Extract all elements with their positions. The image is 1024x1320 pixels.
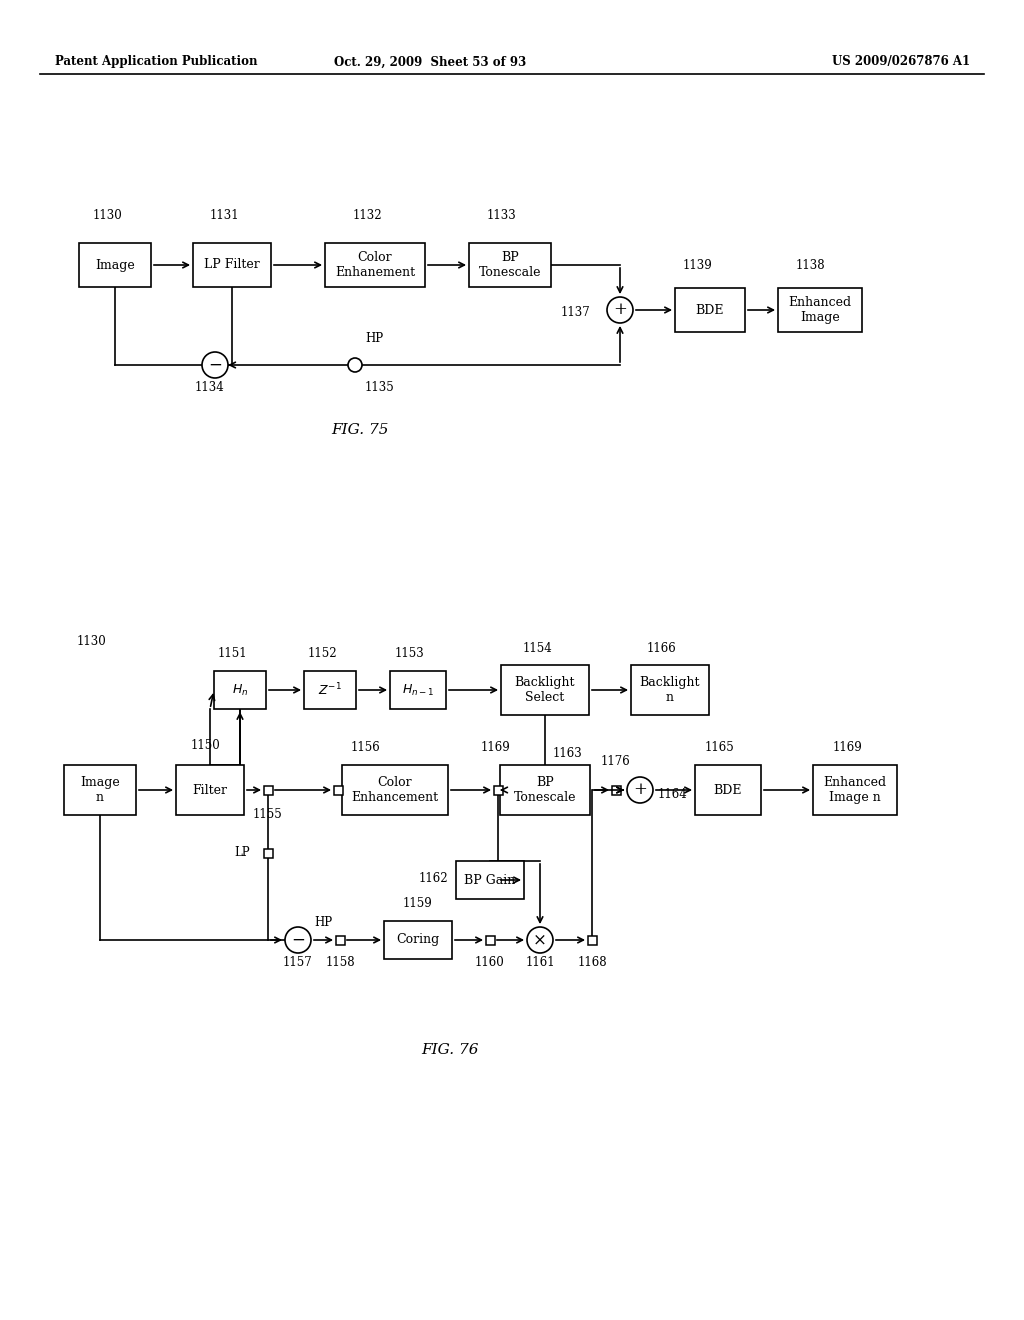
Text: Oct. 29, 2009  Sheet 53 of 93: Oct. 29, 2009 Sheet 53 of 93 bbox=[334, 55, 526, 69]
Text: 1166: 1166 bbox=[647, 642, 677, 655]
Text: HP: HP bbox=[365, 333, 383, 345]
Text: FIG. 75: FIG. 75 bbox=[331, 422, 389, 437]
Bar bbox=[813, 766, 897, 814]
Bar bbox=[214, 671, 266, 709]
Text: BP
Tonescale: BP Tonescale bbox=[514, 776, 577, 804]
Text: $H_{n-1}$: $H_{n-1}$ bbox=[401, 682, 434, 697]
Text: 1164: 1164 bbox=[658, 788, 688, 801]
Text: 1163: 1163 bbox=[553, 747, 583, 760]
Bar bbox=[611, 785, 621, 795]
Bar bbox=[485, 936, 495, 945]
Text: 1134: 1134 bbox=[196, 381, 225, 393]
Text: −: − bbox=[291, 932, 305, 949]
Text: 1169: 1169 bbox=[481, 741, 511, 754]
Bar bbox=[342, 766, 449, 814]
Text: Coring: Coring bbox=[396, 933, 439, 946]
Text: 1159: 1159 bbox=[403, 898, 433, 909]
Text: 1160: 1160 bbox=[475, 956, 505, 969]
Text: 1137: 1137 bbox=[560, 305, 590, 318]
Text: LP Filter: LP Filter bbox=[204, 259, 260, 272]
Bar bbox=[500, 766, 590, 814]
Circle shape bbox=[607, 297, 633, 323]
Bar bbox=[63, 766, 136, 814]
Text: Patent Application Publication: Patent Application Publication bbox=[55, 55, 257, 69]
Bar bbox=[325, 243, 425, 286]
Bar bbox=[390, 671, 446, 709]
Text: 1151: 1151 bbox=[217, 647, 247, 660]
Bar bbox=[193, 243, 271, 286]
Text: 1154: 1154 bbox=[522, 642, 552, 655]
Bar bbox=[79, 243, 151, 286]
Bar bbox=[456, 861, 524, 899]
Text: 1133: 1133 bbox=[487, 209, 517, 222]
Bar bbox=[263, 785, 272, 795]
Text: US 2009/0267876 A1: US 2009/0267876 A1 bbox=[831, 55, 970, 69]
Bar bbox=[304, 671, 356, 709]
Text: 1132: 1132 bbox=[352, 209, 382, 222]
Text: 1161: 1161 bbox=[525, 956, 555, 969]
Text: 1131: 1131 bbox=[209, 209, 239, 222]
Text: +: + bbox=[633, 781, 647, 799]
Text: 1168: 1168 bbox=[578, 956, 607, 969]
Text: 1152: 1152 bbox=[307, 647, 337, 660]
Text: Color
Enhancement: Color Enhancement bbox=[351, 776, 438, 804]
Bar bbox=[336, 936, 344, 945]
Bar bbox=[501, 665, 589, 715]
Text: Filter: Filter bbox=[193, 784, 227, 796]
Text: 1162: 1162 bbox=[419, 871, 449, 884]
Circle shape bbox=[627, 777, 653, 803]
Circle shape bbox=[285, 927, 311, 953]
Text: 1130: 1130 bbox=[92, 209, 122, 222]
Text: Backlight
Select: Backlight Select bbox=[515, 676, 575, 704]
Text: $Z^{-1}$: $Z^{-1}$ bbox=[318, 681, 342, 698]
Text: 1138: 1138 bbox=[796, 259, 824, 272]
Text: BP
Tonescale: BP Tonescale bbox=[479, 251, 542, 279]
Text: BDE: BDE bbox=[695, 304, 724, 317]
Text: +: + bbox=[613, 301, 627, 318]
Bar bbox=[631, 665, 709, 715]
Text: 1156: 1156 bbox=[350, 741, 380, 754]
Text: 1135: 1135 bbox=[365, 381, 394, 393]
Text: 1130: 1130 bbox=[77, 635, 106, 648]
Text: Enhanced
Image n: Enhanced Image n bbox=[823, 776, 887, 804]
Text: $H_n$: $H_n$ bbox=[231, 682, 248, 697]
Text: 1169: 1169 bbox=[833, 741, 862, 754]
Circle shape bbox=[202, 352, 228, 378]
Bar bbox=[778, 288, 862, 333]
Text: HP: HP bbox=[314, 916, 332, 928]
Text: 1165: 1165 bbox=[706, 741, 735, 754]
Text: Backlight
n: Backlight n bbox=[640, 676, 700, 704]
Text: FIG. 76: FIG. 76 bbox=[421, 1043, 479, 1057]
Text: 1139: 1139 bbox=[683, 259, 713, 272]
Text: 1155: 1155 bbox=[253, 808, 283, 821]
Bar bbox=[176, 766, 244, 814]
Bar bbox=[384, 921, 452, 960]
Text: BDE: BDE bbox=[714, 784, 742, 796]
Bar bbox=[695, 766, 761, 814]
Text: 1157: 1157 bbox=[283, 956, 313, 969]
Text: Image: Image bbox=[95, 259, 135, 272]
Text: Color
Enhanement: Color Enhanement bbox=[335, 251, 415, 279]
Text: −: − bbox=[208, 356, 222, 374]
Text: 1158: 1158 bbox=[326, 956, 354, 969]
Text: Image
n: Image n bbox=[80, 776, 120, 804]
Bar bbox=[494, 785, 503, 795]
Bar bbox=[469, 243, 551, 286]
Text: ×: × bbox=[534, 932, 547, 949]
Text: 1150: 1150 bbox=[190, 739, 220, 752]
Circle shape bbox=[527, 927, 553, 953]
Text: BP Gain: BP Gain bbox=[464, 874, 516, 887]
Text: 1153: 1153 bbox=[395, 647, 425, 660]
Circle shape bbox=[348, 358, 362, 372]
Bar bbox=[263, 849, 272, 858]
Text: LP: LP bbox=[234, 846, 250, 859]
Bar bbox=[334, 785, 342, 795]
Text: Enhanced
Image: Enhanced Image bbox=[788, 296, 852, 323]
Text: 1176: 1176 bbox=[601, 755, 631, 768]
Bar bbox=[588, 936, 597, 945]
Bar bbox=[675, 288, 745, 333]
